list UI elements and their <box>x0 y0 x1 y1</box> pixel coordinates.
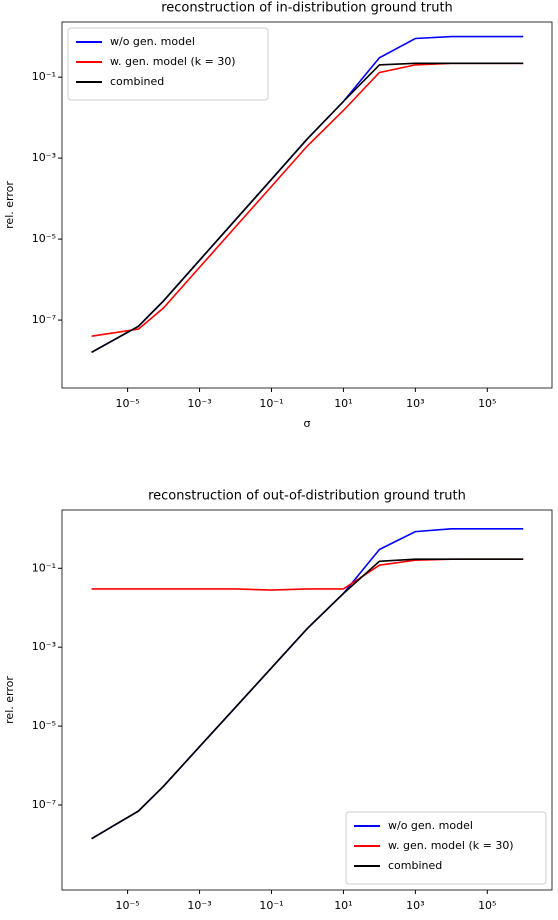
x-tick-label: 10⁵ <box>478 899 496 912</box>
legend-label: w. gen. model (k = 30) <box>388 839 514 852</box>
legend-box <box>345 811 547 885</box>
y-tick-label: 10⁻¹ <box>32 70 56 83</box>
y-tick-label: 10⁻⁷ <box>32 798 56 811</box>
y-tick-label: 10⁻⁷ <box>32 313 56 326</box>
x-tick-label: 10⁵ <box>478 397 496 410</box>
chart-title: reconstruction of out-of-distribution gr… <box>148 489 466 504</box>
legend: w/o gen. model w. gen. model (k = 30) comb… <box>67 27 269 101</box>
legend-label: combined <box>388 859 442 872</box>
x-tick-label: 10⁻³ <box>187 899 211 912</box>
x-tick-label: 10⁻³ <box>187 397 211 410</box>
legend-label: w/o gen. model <box>110 35 195 48</box>
legend-label: w. gen. model (k = 30) <box>110 55 236 68</box>
y-axis-label: rel. error <box>3 181 16 229</box>
x-tick-label: 10³ <box>406 397 424 410</box>
x-tick-label: 10⁻¹ <box>259 397 283 410</box>
chart-title: reconstruction of in-distribution ground… <box>161 1 453 16</box>
line-series <box>91 558 524 591</box>
x-tick-label: 10³ <box>406 899 424 912</box>
legend: w/o gen. model w. gen. model (k = 30) comb… <box>345 811 547 885</box>
x-tick-label: 10⁻¹ <box>259 899 283 912</box>
legend-box <box>67 27 269 101</box>
legend-label: combined <box>110 75 164 88</box>
line-series <box>91 528 524 840</box>
y-tick-label: 10⁻³ <box>32 151 56 164</box>
y-tick-label: 10⁻⁵ <box>32 719 56 732</box>
line-series <box>91 62 524 337</box>
x-tick-label: 10⁻⁵ <box>115 397 139 410</box>
y-axis-label: rel. error <box>3 676 16 724</box>
line-series <box>91 62 524 353</box>
x-axis-label: σ <box>304 417 311 430</box>
y-tick-label: 10⁻⁵ <box>32 232 56 245</box>
plot-frame <box>61 21 553 389</box>
line-series <box>91 558 524 840</box>
x-tick-label: 10¹ <box>334 397 352 410</box>
x-tick-label: 10¹ <box>334 899 352 912</box>
legend-label: w/o gen. model <box>388 819 473 832</box>
y-tick-label: 10⁻³ <box>32 640 56 653</box>
plot-frame <box>61 509 553 891</box>
x-tick-label: 10⁻⁵ <box>115 899 139 912</box>
y-tick-label: 10⁻¹ <box>32 561 56 574</box>
